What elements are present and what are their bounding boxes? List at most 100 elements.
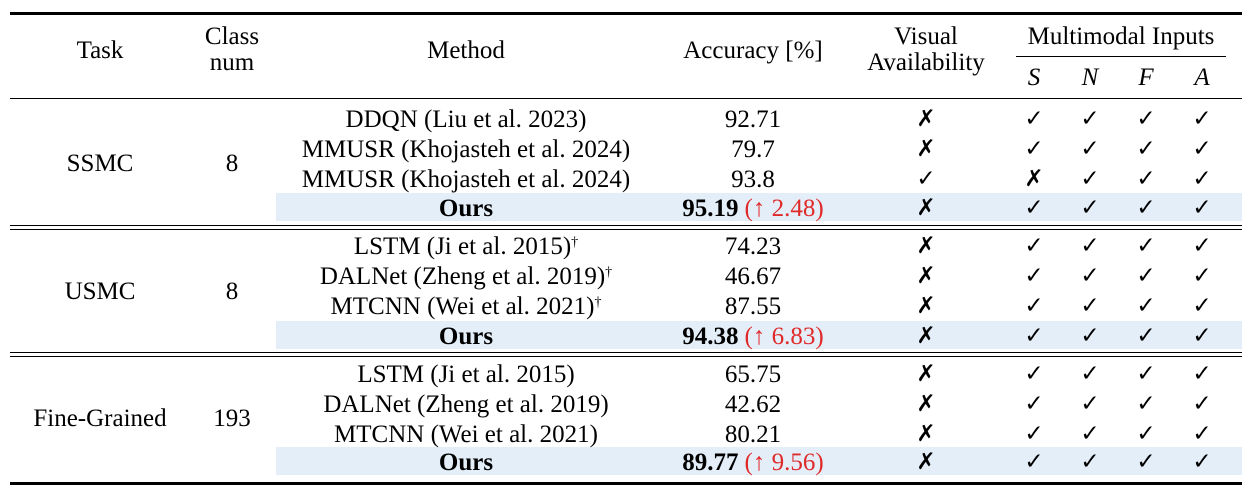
accuracy-text: 65.75 — [724, 360, 782, 388]
visual-availability-mark: ✗ — [856, 135, 996, 163]
check-icon: ✓ — [1024, 262, 1044, 289]
header-modality-n: N — [1070, 62, 1110, 92]
header-class-num-line1: Class — [204, 22, 260, 50]
cross-icon: ✗ — [916, 194, 936, 221]
check-icon: ✓ — [1080, 390, 1100, 417]
group-class-num: 8 — [182, 105, 282, 222]
check-icon: ✓ — [1192, 448, 1212, 475]
input-f-mark: ✓ — [1126, 232, 1166, 260]
input-f-mark: ✓ — [1126, 322, 1166, 350]
input-f-mark: ✓ — [1126, 390, 1166, 418]
group-rule-2a — [10, 352, 1242, 353]
input-a-mark: ✓ — [1182, 390, 1222, 418]
input-n-mark: ✓ — [1070, 135, 1110, 163]
input-f-mark: ✓ — [1126, 420, 1166, 448]
bottom-rule — [10, 482, 1242, 485]
group-task-text: SSMC — [66, 150, 134, 177]
input-n-mark: ✓ — [1070, 322, 1110, 350]
check-icon: ✓ — [1192, 194, 1212, 221]
input-a-mark: ✓ — [1182, 194, 1222, 222]
check-icon: ✓ — [1192, 390, 1212, 417]
check-icon: ✓ — [1080, 322, 1100, 349]
check-icon: ✓ — [1024, 135, 1044, 162]
accuracy-gain: (↑ 6.83) — [744, 322, 824, 350]
method-name: MTCNN (Wei et al. 2021) — [276, 420, 656, 448]
input-n-mark: ✓ — [1070, 420, 1110, 448]
input-a-mark: ✓ — [1182, 135, 1222, 163]
input-s-mark: ✗ — [1014, 165, 1054, 193]
check-icon: ✓ — [1136, 194, 1156, 221]
input-s-mark: ✓ — [1014, 448, 1054, 476]
header-visual-availability: Visual Availability — [856, 20, 996, 80]
input-s-mark: ✓ — [1014, 390, 1054, 418]
header-modality-s: S — [1014, 62, 1054, 92]
check-icon: ✓ — [1192, 165, 1212, 192]
check-icon: ✓ — [1024, 194, 1044, 221]
accuracy-value: 87.55 — [650, 292, 856, 320]
results-table: Task Class num Method Accuracy [%] Visua… — [10, 0, 1242, 500]
method-name: LSTM (Ji et al. 2015) — [276, 360, 656, 388]
check-icon: ✓ — [1192, 360, 1212, 387]
visual-availability-mark: ✗ — [856, 194, 996, 222]
accuracy-text: 94.38 — [682, 322, 739, 350]
group-rule-1b — [10, 229, 1242, 230]
ours-method: Ours — [276, 322, 656, 350]
cross-icon: ✗ — [916, 420, 936, 447]
accuracy-text: 46.67 — [724, 262, 782, 290]
cross-icon: ✗ — [916, 262, 936, 289]
ours-method: Ours — [276, 194, 656, 222]
header-multimodal-text: Multimodal Inputs — [1027, 22, 1215, 50]
group-class-num-text: 193 — [213, 404, 251, 432]
cross-icon: ✗ — [916, 232, 936, 259]
check-icon: ✓ — [1192, 420, 1212, 447]
method-text: DALNet (Zheng et al. 2019) — [319, 262, 606, 290]
method-text: LSTM (Ji et al. 2015) — [353, 232, 572, 260]
method-name: MMUSR (Khojasteh et al. 2024) — [276, 135, 656, 163]
header-modality-text: S — [1027, 63, 1041, 91]
header-method: Method — [276, 30, 656, 70]
input-a-mark: ✓ — [1182, 232, 1222, 260]
input-n-mark: ✓ — [1070, 292, 1110, 320]
check-icon: ✓ — [1136, 322, 1156, 349]
visual-availability-mark: ✗ — [856, 448, 996, 476]
input-f-mark: ✓ — [1126, 165, 1166, 193]
header-modality-a: A — [1182, 62, 1222, 92]
cross-icon: ✗ — [1024, 165, 1044, 192]
method-text: LSTM (Ji et al. 2015) — [357, 360, 575, 388]
accuracy-gain: (↑ 2.48) — [744, 194, 824, 222]
accuracy-value: 74.23 — [650, 232, 856, 260]
accuracy-text: 87.55 — [724, 292, 782, 320]
check-icon: ✓ — [916, 165, 936, 192]
visual-availability-mark: ✗ — [856, 292, 996, 320]
check-icon: ✓ — [1080, 292, 1100, 319]
input-n-mark: ✓ — [1070, 448, 1110, 476]
input-s-mark: ✓ — [1014, 360, 1054, 388]
header-multimodal-inputs: Multimodal Inputs — [1010, 20, 1232, 52]
input-n-mark: ✓ — [1070, 390, 1110, 418]
visual-availability-mark: ✗ — [856, 322, 996, 350]
accuracy-value: 65.75 — [650, 360, 856, 388]
method-text: MMUSR (Khojasteh et al. 2024) — [301, 135, 631, 163]
input-s-mark: ✓ — [1014, 262, 1054, 290]
check-icon: ✓ — [1080, 448, 1100, 475]
method-name: MMUSR (Khojasteh et al. 2024) — [276, 165, 656, 193]
header-modality-f: F — [1126, 62, 1166, 92]
ours-row-highlight — [276, 447, 1242, 475]
group-rule-2b — [10, 356, 1242, 357]
header-accuracy: Accuracy [%] — [650, 30, 856, 70]
accuracy-text: 92.71 — [724, 105, 782, 133]
cross-icon: ✗ — [916, 448, 936, 475]
group-task-text: Fine-Grained — [33, 404, 167, 432]
visual-availability-mark: ✗ — [856, 390, 996, 418]
accuracy-value: 95.19 (↑ 2.48) — [650, 194, 856, 222]
input-a-mark: ✓ — [1182, 448, 1222, 476]
check-icon: ✓ — [1192, 262, 1212, 289]
method-text: MTCNN (Wei et al. 2021) — [334, 420, 598, 448]
cross-icon: ✗ — [916, 135, 936, 162]
check-icon: ✓ — [1136, 135, 1156, 162]
header-task: Task — [50, 30, 150, 70]
accuracy-value: 80.21 — [650, 420, 856, 448]
visual-availability-mark: ✗ — [856, 232, 996, 260]
method-text: Ours — [438, 194, 494, 222]
accuracy-text: 80.21 — [724, 420, 782, 448]
